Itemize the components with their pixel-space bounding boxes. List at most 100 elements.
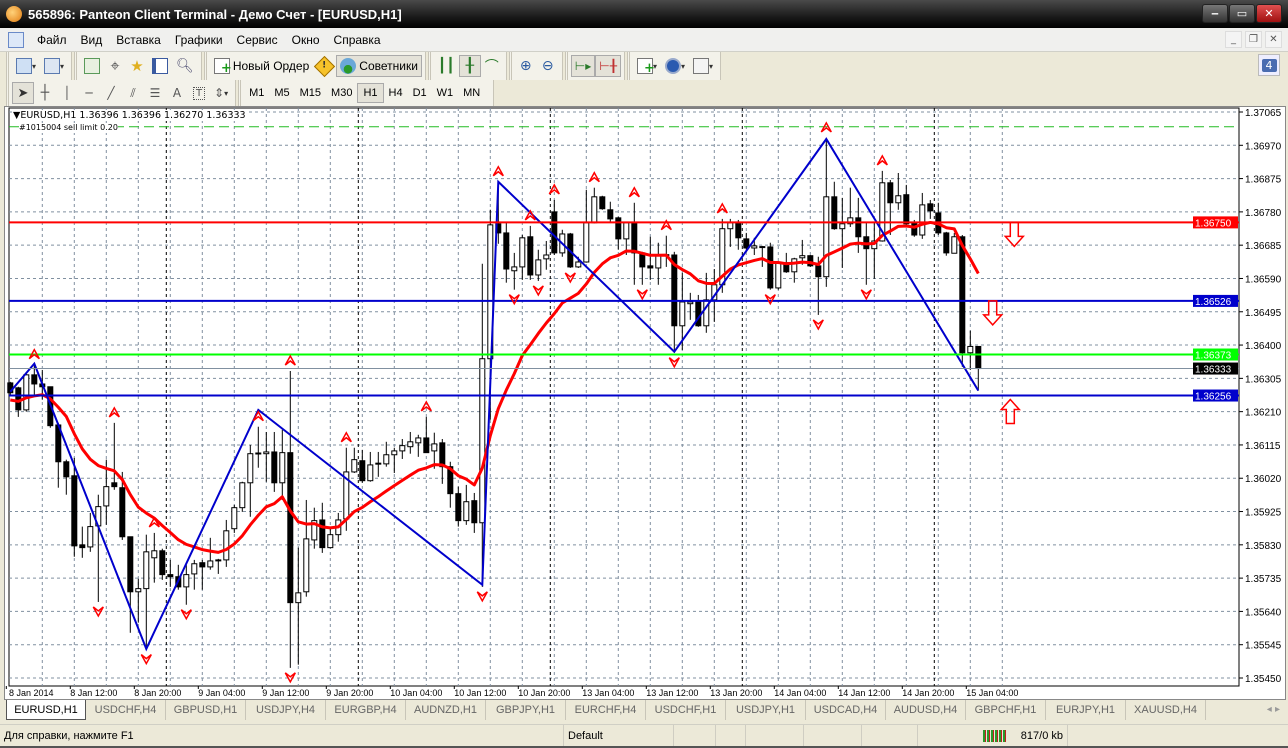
timeframe-m30[interactable]: M30 xyxy=(331,87,353,99)
candle xyxy=(239,481,246,512)
chart-window-icon[interactable] xyxy=(8,31,24,48)
timeframe-h4[interactable]: H4 xyxy=(388,87,403,99)
chart-tab[interactable]: EURUSD,H1 xyxy=(6,700,86,720)
chart-tab[interactable]: GBPJPY,H1 xyxy=(486,700,566,720)
candlestick-button[interactable]: ╂ xyxy=(458,55,481,77)
close-button[interactable]: ✕ xyxy=(1256,4,1282,23)
arrows-icon: ⇕ xyxy=(214,86,225,100)
equidistant-channel-button[interactable]: ⫽ xyxy=(122,82,144,104)
text-icon: A xyxy=(172,86,182,100)
chart-window[interactable]: 1.37065 1.36970 1.36875 1.36780 1.36685 1.365… xyxy=(4,106,1286,700)
timeframe-m5[interactable]: M5 xyxy=(274,87,290,99)
timeframe-m1[interactable]: M1 xyxy=(249,87,265,99)
menu-insert[interactable]: Вставка xyxy=(116,32,161,47)
bar-chart-icon: ┃┃ xyxy=(437,58,455,74)
time-axis-label: 13 Jan 20:00 xyxy=(710,688,762,698)
data-window-button[interactable]: ⌖ xyxy=(104,55,126,77)
menu-tools[interactable]: Сервис xyxy=(236,32,278,47)
profiles-button[interactable]: ▾ xyxy=(40,55,68,77)
notifications-button[interactable]: 4 xyxy=(1258,54,1280,76)
candle xyxy=(119,471,126,540)
cursor-button[interactable]: ➤ xyxy=(12,82,34,104)
chart-menu-icon[interactable]: ▼ xyxy=(13,110,21,121)
chart-tab[interactable]: AUDNZD,H1 xyxy=(406,700,486,720)
chart-tab[interactable]: USDJPY,H4 xyxy=(246,700,326,720)
chart-shift-button[interactable]: ⊢╂ xyxy=(595,55,621,77)
vertical-line-button[interactable]: │ xyxy=(56,82,78,104)
price-chart[interactable]: 1.37065 1.36970 1.36875 1.36780 1.36685 1.365… xyxy=(5,107,1287,701)
candle xyxy=(943,231,950,256)
tab-scroll-arrows[interactable]: ◂ ▸ xyxy=(1266,704,1280,715)
candle xyxy=(903,184,910,225)
timeframe-h1[interactable]: H1 xyxy=(357,83,384,103)
periods-button[interactable]: ▾ xyxy=(661,55,689,77)
crosshair-button[interactable]: ┼ xyxy=(34,82,56,104)
menu-window[interactable]: Окно xyxy=(291,32,320,47)
chart-tab[interactable]: GBPUSD,H1 xyxy=(166,700,246,720)
chart-tab[interactable]: EURJPY,H1 xyxy=(1046,700,1126,720)
price-axis-label: 1.36305 xyxy=(1245,374,1282,385)
candle xyxy=(743,232,750,250)
terminal-button[interactable] xyxy=(148,55,172,77)
maximize-button[interactable]: ▭ xyxy=(1229,4,1255,23)
candle-body xyxy=(655,254,662,269)
autoscroll-button[interactable]: ⊢▸ xyxy=(570,55,596,77)
menu-help[interactable]: Справка xyxy=(333,32,381,47)
price-axis-label: 1.36590 xyxy=(1245,274,1282,285)
minimize-button[interactable]: ‒ xyxy=(1202,4,1228,23)
candle xyxy=(679,272,686,350)
chart-tab[interactable]: USDCHF,H4 xyxy=(86,700,166,720)
experts-button[interactable]: Советники xyxy=(336,55,422,77)
timeframe-d1[interactable]: D1 xyxy=(412,87,427,99)
line-chart-button[interactable]: ⌒ xyxy=(481,55,503,77)
market-watch-button[interactable] xyxy=(80,55,104,77)
menu-file[interactable]: Файл xyxy=(37,32,67,47)
chart-tab[interactable]: XAUUSD,H4 xyxy=(1126,700,1206,720)
candle-body xyxy=(447,466,454,495)
text-button[interactable]: A xyxy=(166,82,188,104)
zoom-out-button[interactable]: ⊖ xyxy=(537,55,559,77)
chart-restore-button[interactable]: ❐ xyxy=(1245,31,1262,48)
templates-button[interactable]: ▾ xyxy=(689,55,717,77)
candle-body xyxy=(191,563,198,575)
horizontal-line-button[interactable]: ─ xyxy=(78,82,100,104)
chart-tab[interactable]: EURCHF,H4 xyxy=(566,700,646,720)
arrows-button[interactable]: ⇕ ▾ xyxy=(214,86,229,100)
time-axis-label: 8 Jan 20:00 xyxy=(134,688,181,698)
menu-charts[interactable]: Графики xyxy=(174,32,223,47)
new-chart-button[interactable]: ▾ xyxy=(12,55,40,77)
timeframe-w1[interactable]: W1 xyxy=(436,87,454,99)
indicators-button[interactable]: + ▾ xyxy=(633,55,661,77)
candle-body xyxy=(735,222,742,239)
bar-chart-button[interactable]: ┃┃ xyxy=(434,55,459,77)
alert-button[interactable]: ! xyxy=(313,55,336,77)
chart-tab[interactable]: USDJPY,H1 xyxy=(726,700,806,720)
chart-tab[interactable]: GBPCHF,H1 xyxy=(966,700,1046,720)
vertical-line-icon: │ xyxy=(63,86,71,100)
status-bar: Для справки, нажмите F1 Default 817/0 kb xyxy=(0,724,1288,746)
candle xyxy=(303,499,310,597)
tester-button[interactable]: 🔍︎ xyxy=(172,55,198,77)
timeframe-mn[interactable]: MN xyxy=(463,87,481,99)
chart-tab[interactable]: USDCAD,H4 xyxy=(806,700,886,720)
fractal-down-arrow xyxy=(636,289,648,301)
chart-close-button[interactable]: ✕ xyxy=(1265,31,1282,48)
zoom-in-button[interactable]: ⊕ xyxy=(515,55,537,77)
candle xyxy=(895,172,902,210)
new-order-button[interactable]: + Новый Ордер xyxy=(210,55,313,77)
candle-body xyxy=(391,450,398,456)
timeframe-m15[interactable]: M15 xyxy=(299,87,322,99)
chart-tab[interactable]: AUDUSD,H4 xyxy=(886,700,966,720)
candle xyxy=(183,564,190,605)
chart-tab[interactable]: EURGBP,H4 xyxy=(326,700,406,720)
navigator-button[interactable]: ★ xyxy=(126,55,148,77)
candle xyxy=(207,537,214,570)
fractal-up-arrow xyxy=(548,183,560,195)
candle-body xyxy=(743,238,750,249)
fibonacci-button[interactable]: ☰ xyxy=(144,82,166,104)
text-label-button[interactable]: T xyxy=(188,82,210,104)
menu-view[interactable]: Вид xyxy=(80,32,103,47)
chart-minimize-button[interactable]: _ xyxy=(1225,31,1242,48)
trendline-button[interactable]: ╱ xyxy=(100,82,122,104)
chart-tab[interactable]: USDCHF,H1 xyxy=(646,700,726,720)
